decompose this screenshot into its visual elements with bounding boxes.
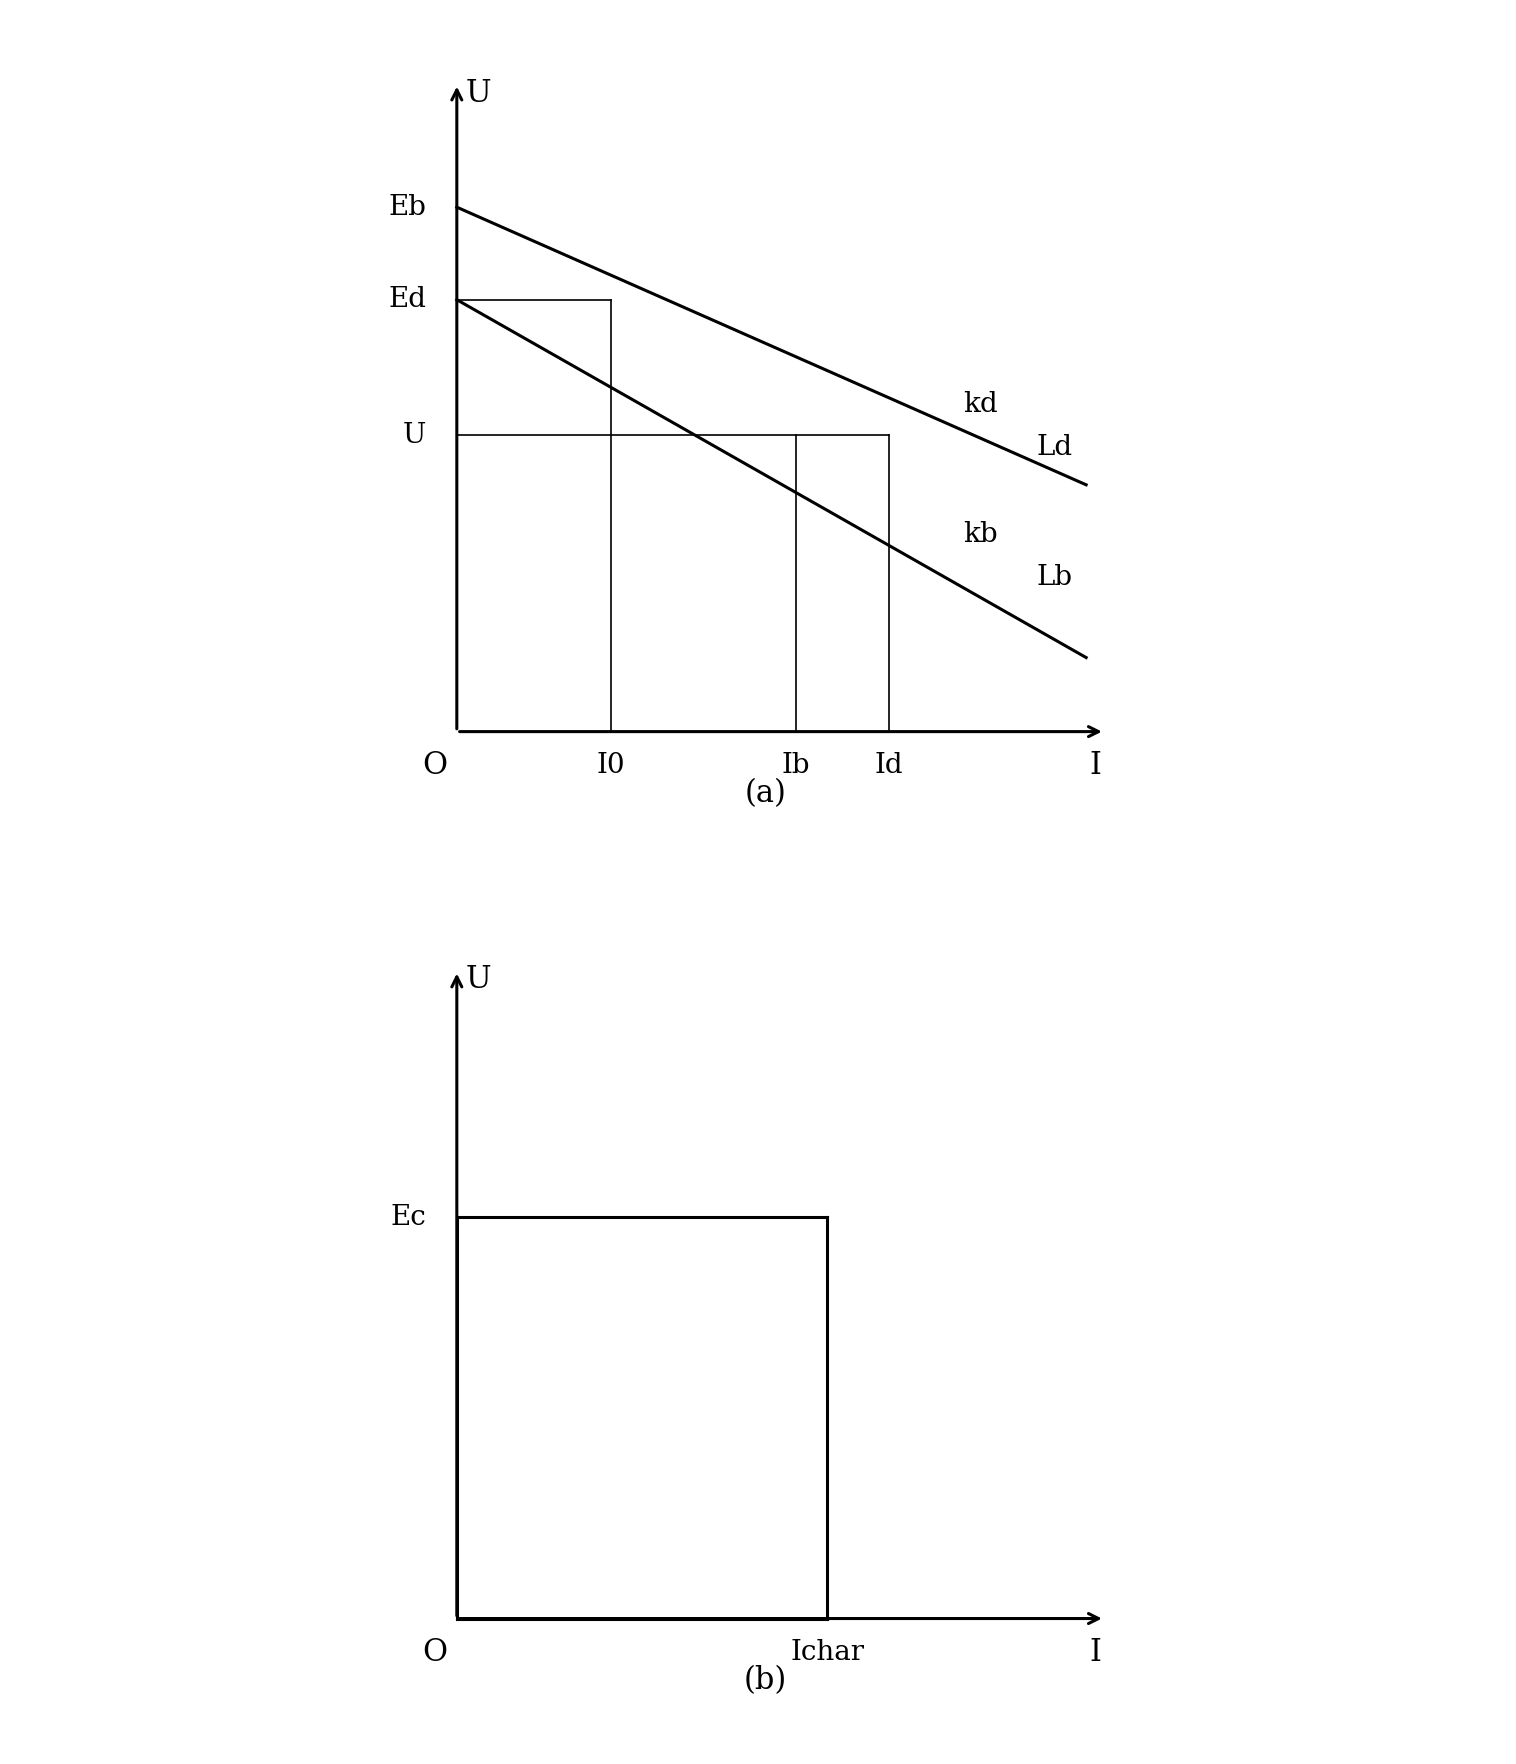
Text: O: O (423, 1637, 447, 1669)
Text: Ichar: Ichar (790, 1639, 864, 1665)
Text: Lb: Lb (1037, 564, 1073, 591)
Text: I: I (1090, 1637, 1101, 1669)
Text: I0: I0 (597, 751, 626, 780)
Text: kd: kd (963, 392, 998, 418)
Text: O: O (423, 750, 447, 781)
Text: (a): (a) (744, 778, 787, 810)
Text: U: U (403, 422, 426, 450)
Text: Ed: Ed (388, 286, 426, 314)
Text: Eb: Eb (388, 194, 426, 220)
Text: U: U (465, 965, 491, 995)
Text: Ld: Ld (1037, 434, 1073, 462)
Text: I: I (1090, 750, 1101, 781)
Text: U: U (465, 78, 491, 109)
Text: Ec: Ec (390, 1205, 426, 1231)
Text: (b): (b) (744, 1665, 787, 1695)
Text: kb: kb (963, 520, 998, 547)
Text: Ib: Ib (782, 751, 811, 780)
Text: Id: Id (875, 751, 904, 780)
